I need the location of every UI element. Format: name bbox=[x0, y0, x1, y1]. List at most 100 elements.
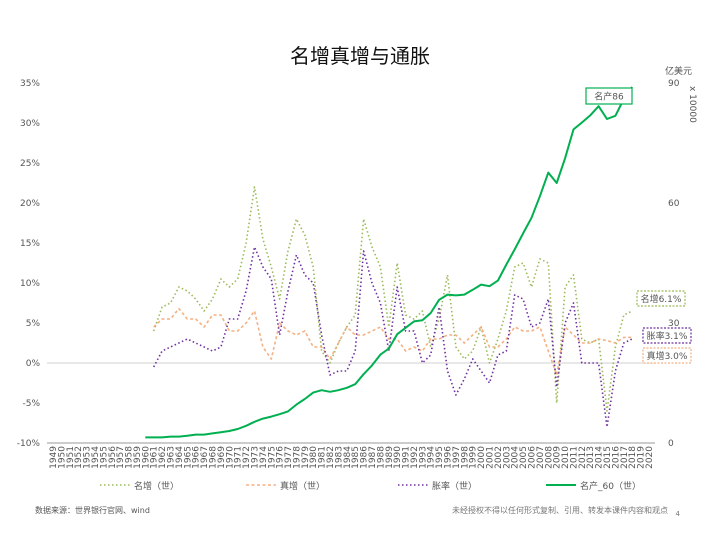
x-tick-label: 1966 bbox=[192, 446, 202, 469]
x-tick-label: 1971 bbox=[234, 446, 244, 469]
x-tick-label: 2000 bbox=[477, 446, 487, 469]
x-tick-label: 1996 bbox=[444, 446, 454, 469]
x-tick-label: 1983 bbox=[334, 446, 344, 469]
series-lines bbox=[145, 86, 634, 439]
y-right-tick-label: 0 bbox=[668, 439, 674, 449]
x-tick-label: 2008 bbox=[544, 446, 554, 469]
y-tick-label: 10% bbox=[20, 279, 40, 289]
x-tick-label: 1954 bbox=[91, 446, 101, 469]
x-tick-label: 2003 bbox=[502, 446, 512, 469]
x-tick-label: 1953 bbox=[83, 446, 93, 469]
x-tick-label: 1972 bbox=[242, 446, 252, 469]
x-tick-label: 1963 bbox=[167, 446, 177, 469]
annotation-label: 名产86 bbox=[594, 91, 624, 103]
x-tick-label: 2002 bbox=[494, 446, 504, 469]
x-tick-label: 1974 bbox=[259, 446, 269, 469]
legend-label: 胀率（世） bbox=[432, 480, 477, 492]
annotation-box bbox=[585, 87, 633, 105]
x-tick-label: 2001 bbox=[486, 446, 496, 469]
x-tick-label: 2006 bbox=[527, 446, 537, 469]
left-axis-ticks: 35% 30% 25% 20% 15% 10% 5% 0% -5% -10% bbox=[17, 79, 655, 449]
y-right-tick-label: 90 bbox=[668, 79, 680, 89]
y-tick-label: 0% bbox=[26, 359, 41, 369]
y-tick-label: 15% bbox=[20, 239, 40, 249]
y-tick-label: 30% bbox=[20, 119, 40, 129]
x-tick-label: 2010 bbox=[561, 446, 571, 469]
x-tick-label: 2015 bbox=[603, 446, 613, 469]
x-tick-label: 1990 bbox=[393, 446, 403, 469]
x-tick-label: 1992 bbox=[410, 446, 420, 469]
x-tick-label: 1968 bbox=[208, 446, 218, 469]
x-tick-label: 1973 bbox=[250, 446, 260, 469]
x-tick-label: 1995 bbox=[435, 446, 445, 469]
x-tick-label: 1949 bbox=[49, 446, 59, 469]
annotation-box bbox=[636, 290, 686, 307]
x-tick-label: 1993 bbox=[418, 446, 428, 469]
annotation-box bbox=[642, 327, 692, 344]
y-right-tick-label: 60 bbox=[668, 199, 680, 209]
x-tick-label: 1978 bbox=[292, 446, 302, 469]
x-tick-label: 1958 bbox=[125, 446, 135, 469]
y-tick-label: 20% bbox=[20, 199, 40, 209]
x-tick-label: 2017 bbox=[620, 446, 630, 469]
legend-label: 真增（世） bbox=[280, 480, 325, 492]
x-tick-label: 1999 bbox=[469, 446, 479, 469]
x-tick-label: 1986 bbox=[360, 446, 370, 469]
x-tick-label: 1952 bbox=[74, 446, 84, 469]
x-tick-label: 2012 bbox=[578, 446, 588, 469]
annotation-label: 名增6.1% bbox=[641, 293, 682, 305]
x-tick-label: 1957 bbox=[116, 446, 126, 469]
legend-label: 名增（世） bbox=[134, 480, 179, 492]
x-tick-label: 2013 bbox=[586, 446, 596, 469]
x-tick-label: 1977 bbox=[284, 446, 294, 469]
annotation-label: 胀率3.1% bbox=[647, 330, 688, 342]
x-tick-label: 1955 bbox=[99, 446, 109, 469]
x-tick-label: 1962 bbox=[158, 446, 168, 469]
x-tick-label: 1982 bbox=[326, 446, 336, 469]
x-tick-label: 1964 bbox=[175, 446, 185, 469]
x-tick-label: 1988 bbox=[376, 446, 386, 469]
x-tick-label: 1959 bbox=[133, 446, 143, 469]
x-tick-label: 1987 bbox=[368, 446, 378, 469]
legend-label: 名产_60（世） bbox=[580, 480, 641, 492]
x-tick-label: 2009 bbox=[553, 446, 563, 469]
right-axis-unit: 亿美元 bbox=[665, 65, 692, 77]
x-tick-label: 1956 bbox=[108, 446, 118, 469]
annotation-label: 真增3.0% bbox=[647, 350, 688, 362]
x-tick-label: 1975 bbox=[267, 446, 277, 469]
x-tick-label: 1989 bbox=[385, 446, 395, 469]
x-tick-label: 1997 bbox=[452, 446, 462, 469]
x-tick-label: 2020 bbox=[645, 446, 655, 469]
y-tick-label: -5% bbox=[22, 399, 40, 409]
x-tick-label: 2007 bbox=[536, 446, 546, 469]
data-source: 数据来源：世界银行官网、wind bbox=[35, 506, 150, 515]
page-number: 4 bbox=[675, 510, 680, 518]
legend: 名增（世） 真增（世） 胀率（世） 名产_60（世） bbox=[100, 480, 641, 492]
x-tick-label: 1998 bbox=[460, 446, 470, 469]
x-tick-label: 1991 bbox=[402, 446, 412, 469]
x-tick-label: 1951 bbox=[66, 446, 76, 469]
x-tick-label: 2011 bbox=[569, 446, 579, 469]
y-tick-label: 35% bbox=[20, 79, 40, 89]
annotations: 名产86 名增6.1% 胀率3.1% 真增3.0% bbox=[585, 87, 692, 364]
y-tick-label: -10% bbox=[17, 439, 41, 449]
x-tick-label: 1976 bbox=[276, 446, 286, 469]
x-tick-label: 1980 bbox=[309, 446, 319, 469]
x-tick-label: 1960 bbox=[141, 446, 151, 469]
x-tick-label: 1950 bbox=[57, 446, 67, 469]
x-tick-label: 2014 bbox=[595, 446, 605, 469]
x-tick-label: 1981 bbox=[318, 446, 328, 469]
series-line bbox=[152, 186, 633, 412]
series-line bbox=[153, 307, 633, 376]
y-tick-label: 5% bbox=[26, 319, 41, 329]
annotation-box bbox=[642, 347, 692, 364]
x-tick-label: 1970 bbox=[225, 446, 235, 469]
right-axis-ticks: 90 60 30 0 亿美元 x 10000 bbox=[665, 65, 697, 449]
y-tick-label: 25% bbox=[20, 159, 40, 169]
series-line bbox=[152, 246, 633, 428]
right-axis-multiplier: x 10000 bbox=[687, 86, 697, 123]
x-tick-label: 1984 bbox=[343, 446, 353, 469]
x-axis-ticks: 1949195019511952195319541955195619571958… bbox=[49, 446, 655, 469]
x-tick-label: 1965 bbox=[183, 446, 193, 469]
x-tick-label: 1985 bbox=[351, 446, 361, 469]
